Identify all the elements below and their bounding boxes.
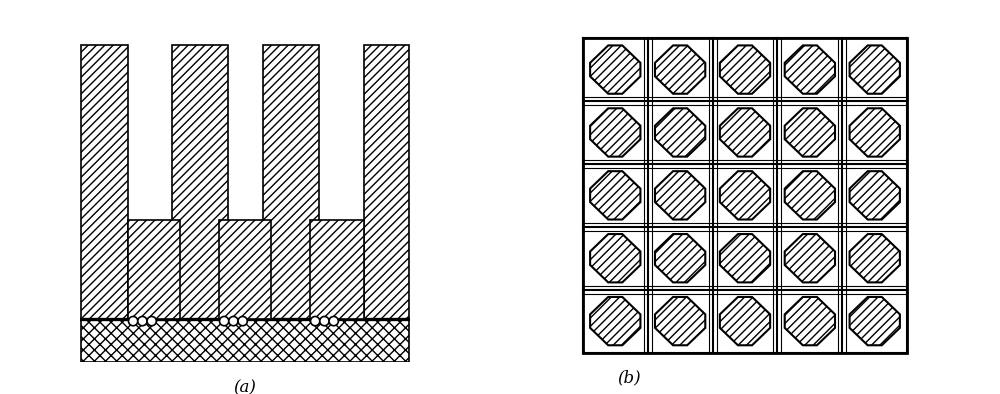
Polygon shape <box>590 234 640 282</box>
Polygon shape <box>785 171 835 219</box>
Polygon shape <box>655 297 705 345</box>
Polygon shape <box>720 234 770 282</box>
Polygon shape <box>850 45 900 94</box>
Bar <box>172 45 228 320</box>
Circle shape <box>229 316 238 326</box>
Polygon shape <box>850 297 900 345</box>
Bar <box>81 320 409 362</box>
Circle shape <box>147 316 156 326</box>
Polygon shape <box>590 108 640 157</box>
Bar <box>263 45 319 320</box>
Polygon shape <box>850 234 900 282</box>
Polygon shape <box>785 108 835 157</box>
Bar <box>128 220 180 320</box>
Bar <box>310 220 364 320</box>
Polygon shape <box>850 108 900 157</box>
Circle shape <box>311 316 320 326</box>
Polygon shape <box>590 171 640 219</box>
Bar <box>81 45 128 320</box>
Bar <box>81 320 409 362</box>
Polygon shape <box>655 108 705 157</box>
Bar <box>219 220 271 320</box>
Bar <box>364 45 409 320</box>
Circle shape <box>238 316 247 326</box>
Circle shape <box>320 316 329 326</box>
Circle shape <box>220 316 229 326</box>
Polygon shape <box>720 108 770 157</box>
Bar <box>172 45 228 320</box>
Bar <box>128 220 180 320</box>
Bar <box>310 220 364 320</box>
Circle shape <box>129 316 138 326</box>
Bar <box>364 45 409 320</box>
Polygon shape <box>785 234 835 282</box>
Text: (a): (a) <box>234 379 256 394</box>
Polygon shape <box>655 171 705 219</box>
Text: (b): (b) <box>617 369 641 386</box>
Polygon shape <box>785 297 835 345</box>
Polygon shape <box>655 234 705 282</box>
Polygon shape <box>720 45 770 94</box>
Polygon shape <box>590 297 640 345</box>
Polygon shape <box>590 45 640 94</box>
Polygon shape <box>850 171 900 219</box>
Polygon shape <box>720 297 770 345</box>
Bar <box>219 220 271 320</box>
Bar <box>263 45 319 320</box>
Polygon shape <box>785 45 835 94</box>
Polygon shape <box>655 45 705 94</box>
Bar <box>81 45 128 320</box>
Circle shape <box>329 316 338 326</box>
Polygon shape <box>720 171 770 219</box>
Circle shape <box>138 316 147 326</box>
